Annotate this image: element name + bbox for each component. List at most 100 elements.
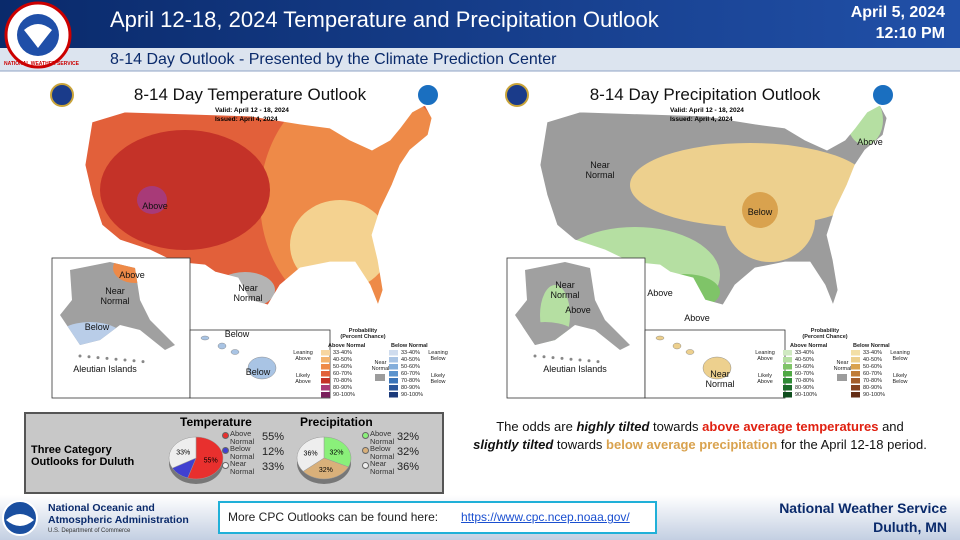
aleutian-island xyxy=(596,360,600,364)
legend-value: 33% xyxy=(262,461,285,473)
legend-range: 60-70% xyxy=(401,371,420,377)
legend-leaning-above: Leaning Above xyxy=(293,350,313,363)
aleutian-island xyxy=(578,358,582,362)
aleutian-island xyxy=(78,354,82,358)
legend-range: 60-70% xyxy=(333,371,352,377)
legend-swatch xyxy=(321,357,330,363)
legend-range: 70-80% xyxy=(863,378,882,384)
outlook-region xyxy=(260,105,432,305)
legend-dot xyxy=(362,432,369,439)
legend-below: Below Normal xyxy=(853,343,890,349)
map-label: Aleutian Islands xyxy=(73,364,137,375)
legend-title: Probability (Percent Chance) xyxy=(802,328,848,341)
aleutian-island xyxy=(551,356,555,360)
legend-range: 33-40% xyxy=(401,350,420,356)
legend-range: 90-100% xyxy=(795,392,818,398)
legend-range: 60-70% xyxy=(795,371,814,377)
summary-text: highly tilted xyxy=(576,419,650,434)
office-name: National Weather Service xyxy=(779,500,947,516)
office-city: Duluth, MN xyxy=(873,519,947,535)
pie-label: 32% xyxy=(330,449,344,456)
doc-seal xyxy=(50,83,74,107)
legend-range: 40-50% xyxy=(333,357,352,363)
legend-swatch xyxy=(389,392,398,398)
pie-label: 33% xyxy=(176,450,190,457)
pie-title: Precipitation xyxy=(300,415,373,429)
summary-text: slightly tilted xyxy=(473,437,554,452)
legend-dot xyxy=(222,447,229,454)
pie-label: 55% xyxy=(204,457,218,464)
legend-name: Above Normal xyxy=(230,429,255,447)
map-label: Near Normal xyxy=(705,369,735,389)
legend-dot xyxy=(362,462,369,469)
pie-title: Temperature xyxy=(180,415,252,429)
cpc-link[interactable]: https://www.cpc.ncep.noaa.gov/ xyxy=(461,510,630,524)
legend-swatch xyxy=(851,371,860,377)
outlook-region xyxy=(137,186,167,214)
map-label: Below xyxy=(84,322,110,333)
summary-line: The odds are highly tilted towards above… xyxy=(496,419,904,434)
hawaii-island xyxy=(655,335,665,341)
legend-leaning-above: Leaning Above xyxy=(755,350,775,363)
pie-slice xyxy=(296,436,325,472)
legend-range: 40-50% xyxy=(401,357,420,363)
map-issued: Issued: April 4, 2024 xyxy=(215,116,278,123)
summary-text: for the April 12-18 period. xyxy=(777,437,927,452)
legend-range: 80-90% xyxy=(401,385,420,391)
map-label: Above xyxy=(119,270,145,281)
legend-range: 33-40% xyxy=(795,350,814,356)
legend-range: 50-60% xyxy=(795,364,814,370)
subheader-band xyxy=(0,48,960,71)
map-label: Below xyxy=(224,329,250,340)
legend-dot xyxy=(222,462,229,469)
legend-swatch xyxy=(851,378,860,384)
legend-near: Near Normal xyxy=(371,360,390,373)
legend-range: 40-50% xyxy=(795,357,814,363)
legend-above: Above Normal xyxy=(790,343,828,349)
hawaii-island xyxy=(672,342,682,350)
map-label: Above xyxy=(857,137,883,148)
logo-text: NATIONAL WEATHER SERVICE xyxy=(4,61,79,67)
legend-leaning-below: Leaning Below xyxy=(890,350,910,363)
legend-range: 90-100% xyxy=(333,392,356,398)
summary-text: towards xyxy=(649,419,703,434)
legend-swatch xyxy=(321,364,330,370)
legend-dot xyxy=(222,432,229,439)
map-label: Near Normal xyxy=(550,280,580,300)
legend-range: 33-40% xyxy=(333,350,352,356)
legend-swatch xyxy=(783,378,792,384)
noaa-dept: U.S. Department of Commerce xyxy=(48,528,131,534)
summary-text: towards xyxy=(553,437,607,452)
legend-range: 80-90% xyxy=(333,385,352,391)
pie-chart: 32% 32% 36% xyxy=(296,436,352,484)
legend-likely-above: Likely Above xyxy=(295,373,311,386)
hawaii-island xyxy=(217,342,227,350)
legend-name: Near Normal xyxy=(230,459,255,477)
legend-swatch xyxy=(389,350,398,356)
map xyxy=(505,83,895,399)
legend-name: Near Normal xyxy=(370,459,395,477)
legend-range: 80-90% xyxy=(863,385,882,391)
map-label: Above xyxy=(647,288,673,299)
legend-range: 33-40% xyxy=(863,350,882,356)
header-date: April 5, 2024 xyxy=(850,4,945,21)
aleutian-island xyxy=(141,360,145,364)
legend-swatch xyxy=(389,371,398,377)
noaa-seal xyxy=(416,83,440,107)
header-band xyxy=(0,0,960,48)
map-label: Above xyxy=(142,201,168,212)
aleutian-island xyxy=(105,356,109,360)
legend-range: 70-80% xyxy=(401,378,420,384)
hawaii-island xyxy=(702,356,732,380)
legend-likely-below: Likely Below xyxy=(430,373,446,386)
pie-label: 32% xyxy=(319,467,333,474)
legend-swatch xyxy=(851,357,860,363)
aleutian-island xyxy=(587,359,591,363)
legend-name: Below Normal xyxy=(230,444,255,462)
nws-logo-mark xyxy=(24,24,52,48)
outlook-region xyxy=(290,200,390,290)
legend-swatch xyxy=(851,350,860,356)
hawaii-island xyxy=(200,335,210,341)
aleutian-island xyxy=(533,354,537,358)
legend-leaning-below: Leaning Below xyxy=(428,350,448,363)
